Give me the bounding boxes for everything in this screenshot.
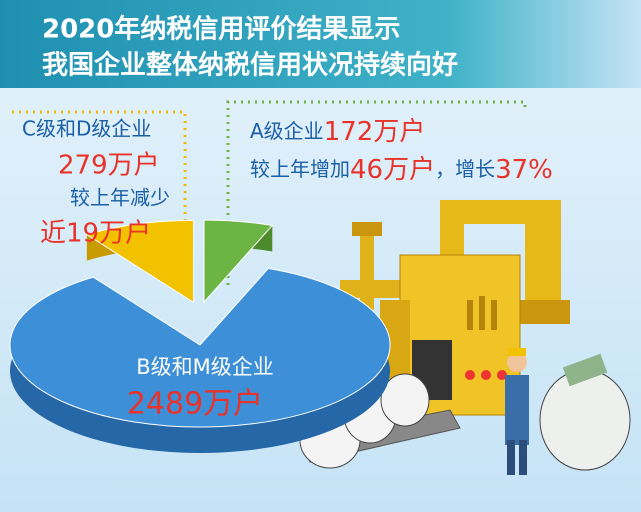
callout-line xyxy=(12,110,187,250)
title-banner xyxy=(0,0,641,88)
slice-label: B级和M级企业 xyxy=(136,355,274,379)
annotation: 37% xyxy=(495,155,553,185)
slice-value-label: 279万户 xyxy=(58,151,160,181)
annotation: ，增长 xyxy=(435,157,495,181)
pie-slice xyxy=(9,267,391,428)
slice-value-label: 2489万户 xyxy=(127,387,263,422)
pie-slice xyxy=(85,219,195,304)
callout-line xyxy=(226,100,527,285)
slice-value-label: 172万户 xyxy=(324,117,426,147)
annotation: 近19万户 xyxy=(40,219,151,249)
slice-label: C级和D级企业 xyxy=(22,117,151,141)
pie-slice xyxy=(203,219,274,304)
slice-label-line: A级企业172万户 xyxy=(250,117,425,147)
annotation: 较上年减少 xyxy=(70,186,170,210)
annotation: 46万户 xyxy=(350,155,435,185)
annotation: 较上年增加 xyxy=(250,157,350,181)
annotation-line: 较上年增加46万户，增长37% xyxy=(250,155,553,185)
title: 2020年纳税信用评价结果显示 xyxy=(42,14,400,45)
slice-label: A级企业 xyxy=(250,119,324,143)
subtitle: 我国企业整体纳税信用状况持续向好 xyxy=(42,50,458,81)
pie xyxy=(9,219,391,453)
